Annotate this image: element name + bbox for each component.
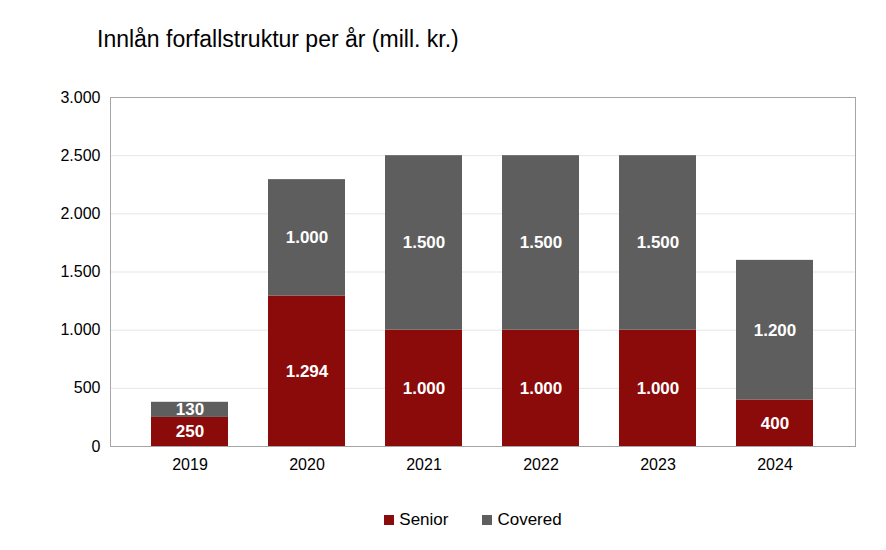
svg-text:2024: 2024 — [757, 456, 793, 473]
svg-text:1.000: 1.000 — [60, 321, 100, 338]
svg-text:2021: 2021 — [406, 456, 442, 473]
svg-text:2020: 2020 — [289, 456, 325, 473]
svg-text:1.500: 1.500 — [520, 233, 563, 252]
svg-text:500: 500 — [74, 379, 101, 396]
svg-text:3.000: 3.000 — [60, 89, 100, 106]
svg-text:1.200: 1.200 — [754, 321, 797, 340]
svg-text:1.000: 1.000 — [403, 379, 446, 398]
html-text:Innlån forfallstruktur per år: Innlån forfallstruktur per år (mill. kr.… — [97, 26, 459, 52]
svg-text:2.500: 2.500 — [60, 147, 100, 164]
svg-text:130: 130 — [176, 400, 204, 419]
svg-text:1.500: 1.500 — [403, 233, 446, 252]
html-text:Covered: Covered — [497, 510, 562, 529]
svg-text:2.000: 2.000 — [60, 205, 100, 222]
svg-text:1.000: 1.000 — [286, 228, 329, 247]
svg-text:0: 0 — [92, 438, 101, 455]
svg-text:2019: 2019 — [172, 456, 208, 473]
svg-text:1.000: 1.000 — [637, 379, 680, 398]
svg-text:1.500: 1.500 — [637, 233, 680, 252]
svg-text:400: 400 — [761, 414, 789, 433]
svg-text:1.294: 1.294 — [286, 362, 329, 381]
html-text:Senior: Senior — [399, 510, 449, 529]
svg-text:250: 250 — [176, 422, 204, 441]
svg-text:1.000: 1.000 — [520, 379, 563, 398]
svg-text:2022: 2022 — [523, 456, 559, 473]
svg-text:1.500: 1.500 — [60, 263, 100, 280]
svg-text:2023: 2023 — [640, 456, 676, 473]
